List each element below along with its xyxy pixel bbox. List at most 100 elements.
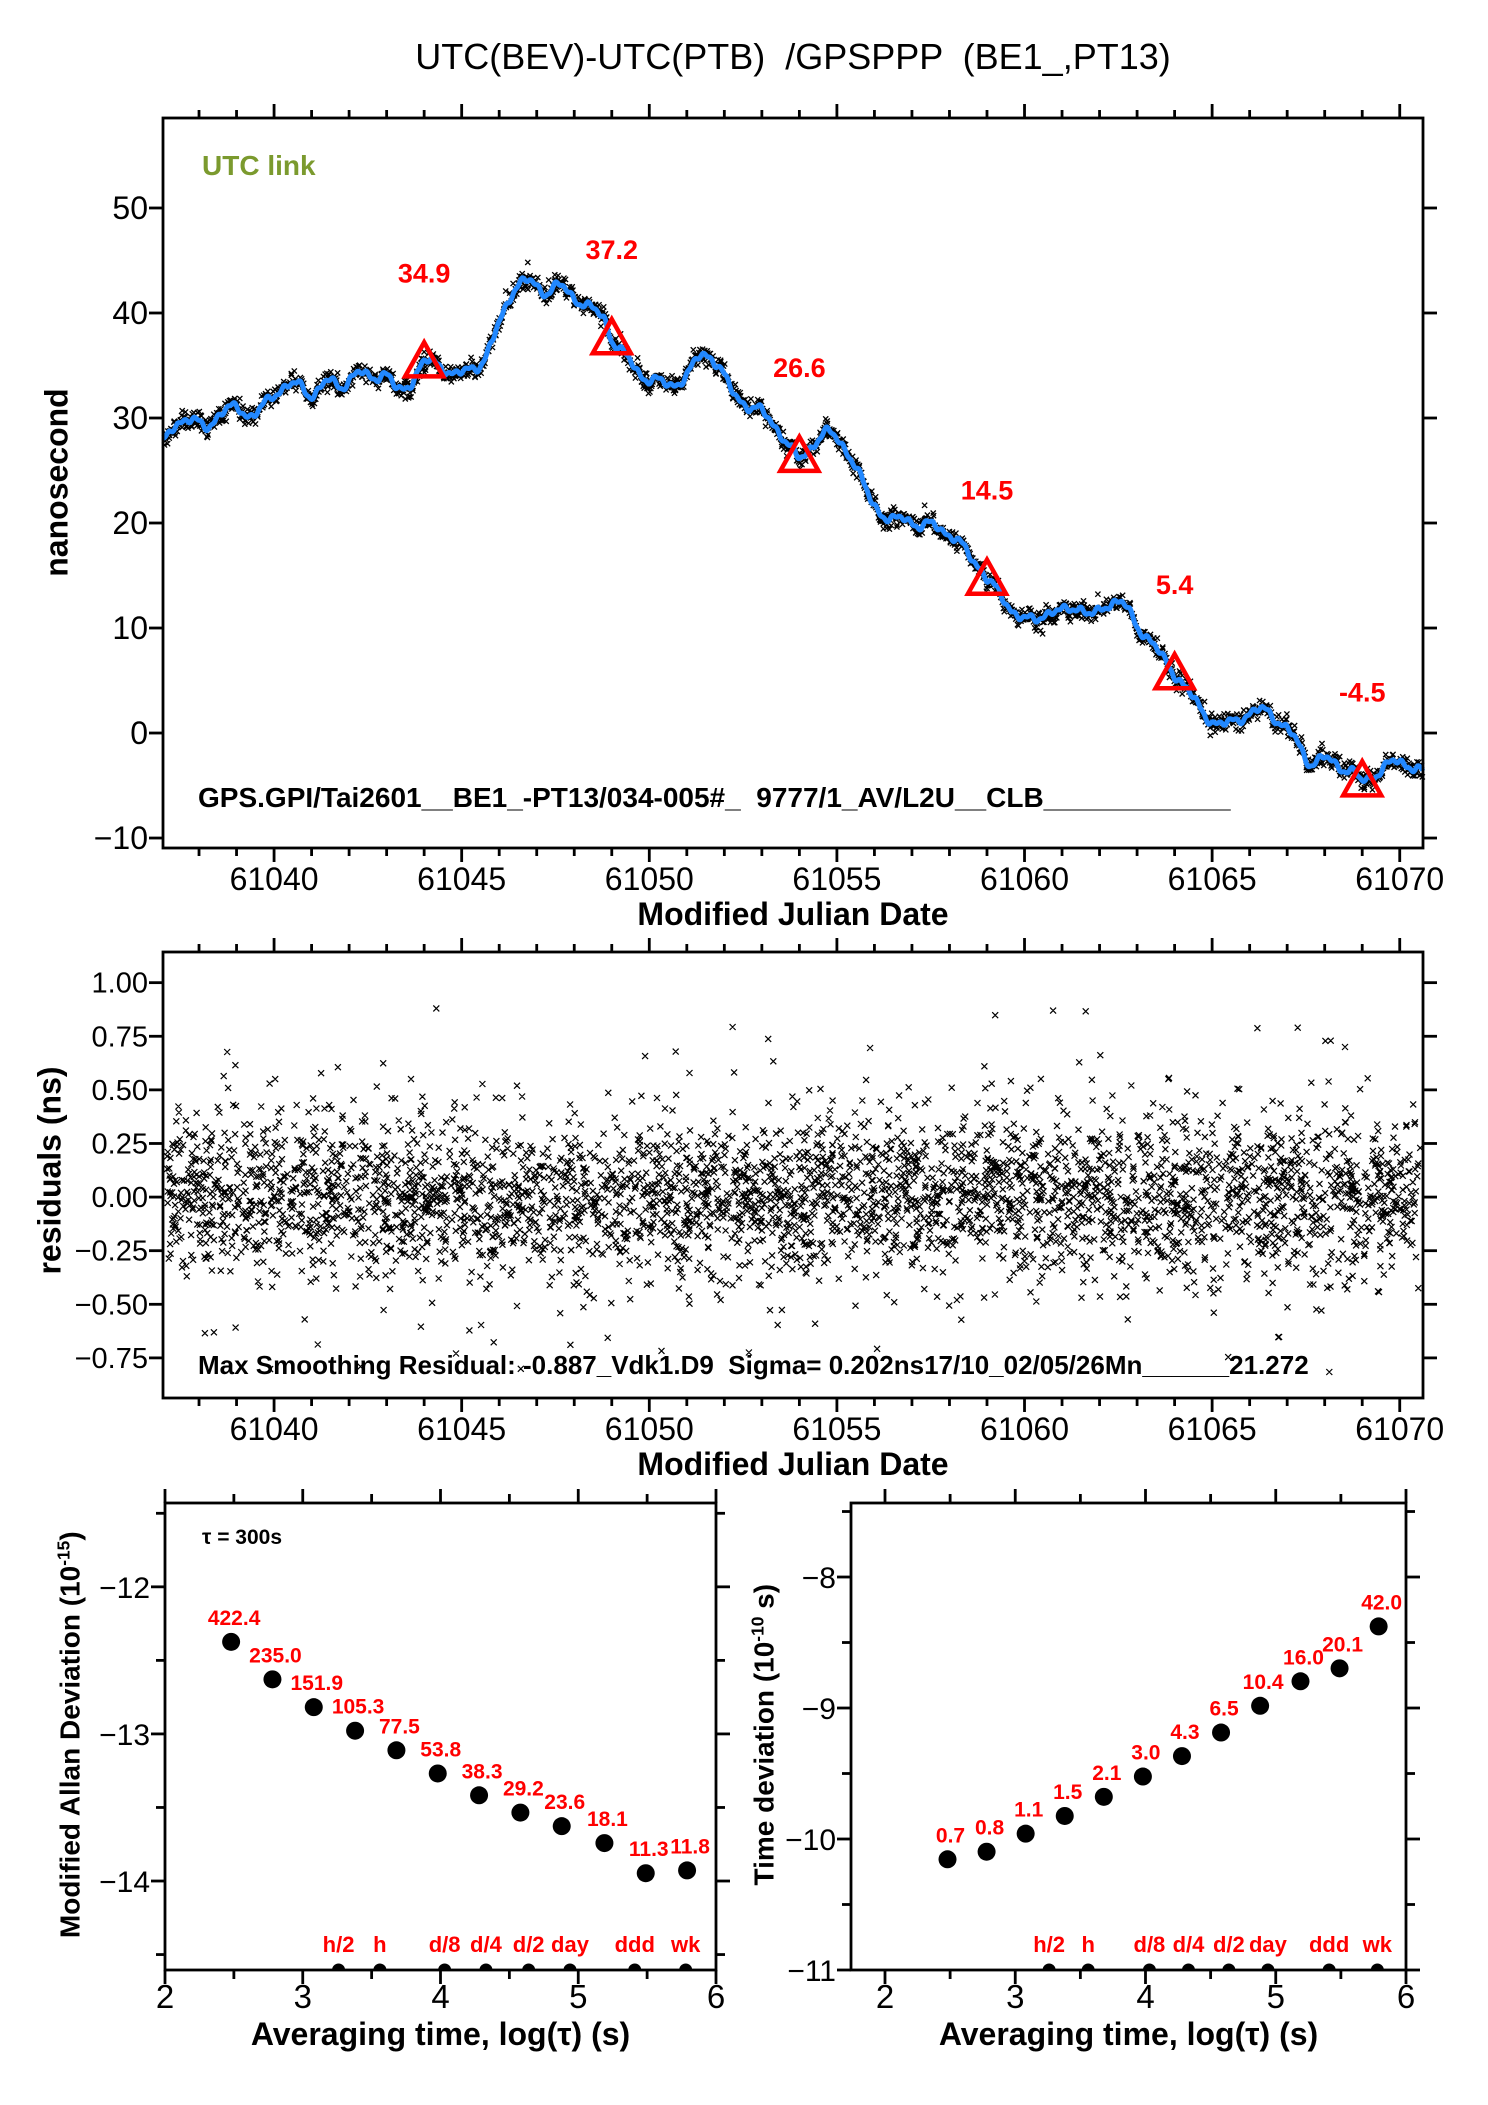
deviation-data-point <box>346 1721 365 1740</box>
tick-label: 61070 <box>1355 861 1444 897</box>
tick-label: −0.50 <box>75 1289 148 1321</box>
mdev-x-axis-title: Averaging time, log(τ) (s) <box>250 2016 631 2052</box>
time-mark-label: d/2 <box>513 1932 545 1957</box>
tdev-y-label-pre: Time deviation (10 <box>748 1641 780 1886</box>
event-value-label: 26.6 <box>773 353 826 383</box>
tick-label: 50 <box>112 190 148 226</box>
deviation-data-point <box>552 1817 571 1836</box>
event-value-label: 14.5 <box>961 476 1014 506</box>
time-mark-label: h <box>1081 1932 1094 1957</box>
tick-label: 30 <box>112 400 148 436</box>
tdev-y-axis-title: Time deviation (10-10 s) <box>747 1435 780 2035</box>
time-mark-label: day <box>1249 1932 1288 1957</box>
deviation-value-label: 53.8 <box>420 1738 461 1761</box>
time-mark-dot <box>1222 1963 1236 1970</box>
tick-label: 61060 <box>980 861 1069 897</box>
tick-label: 0 <box>130 715 148 751</box>
time-mark-dot <box>1081 1963 1095 1970</box>
time-mark-label: h <box>373 1932 386 1957</box>
tick-label: 4 <box>431 1978 449 2015</box>
event-triangle-marker <box>964 555 1010 596</box>
tick-label: −12 <box>99 1572 150 1605</box>
tick-label: 61070 <box>1355 1411 1444 1447</box>
deviation-value-label: 2.1 <box>1092 1762 1122 1785</box>
deviation-value-label: 16.0 <box>1283 1646 1324 1669</box>
time-mark-dot <box>563 1963 577 1970</box>
residuals-chart: 61040 61045 61050 61055 61060 61065 61070 1.00 0… <box>75 938 1444 1447</box>
tau-note: τ = 300s <box>202 1526 283 1549</box>
deviation-data-point <box>263 1670 282 1689</box>
residuals-annotation: Max Smoothing Residual: -0.887_Vdk1.D9 S… <box>198 1350 1309 1380</box>
deviation-value-label: 4.3 <box>1170 1721 1199 1744</box>
time-mark-dot <box>1042 1963 1056 1970</box>
deviation-value-label: 1.5 <box>1053 1781 1083 1804</box>
deviation-value-label: 10.4 <box>1243 1671 1284 1694</box>
time-mark-label: wk <box>670 1932 701 1957</box>
tick-label: 2 <box>156 1978 174 2015</box>
tick-label: 40 <box>112 295 148 331</box>
time-mark-dot <box>332 1963 346 1970</box>
deviation-value-label: 11.8 <box>670 1835 710 1858</box>
time-mark-label: ddd <box>615 1932 655 1957</box>
event-value-label: 37.2 <box>585 235 638 265</box>
tdev-x-axis-title: Averaging time, log(τ) (s) <box>938 2016 1319 2052</box>
deviation-data-point <box>595 1834 614 1853</box>
top-chart: 61040 61045 61050 61055 61060 61065 61070 −10 0 1… <box>94 104 1444 897</box>
time-mark-label: h/2 <box>1033 1932 1065 1957</box>
mdev-chart: 2 3 4 5 6 −12 −13 −14 422.4 235.0 151.9105.377.553… <box>99 1489 730 2015</box>
tick-label: 61055 <box>792 861 881 897</box>
mdev-y-label-post: ) <box>54 1531 86 1541</box>
tick-label: 61055 <box>792 1411 881 1447</box>
tick-label: 0.00 <box>92 1182 148 1214</box>
event-triangle-marker <box>588 314 635 356</box>
deviation-data-point <box>1330 1659 1349 1678</box>
tick-label: 6 <box>707 1978 725 2015</box>
deviation-data-point <box>678 1861 697 1880</box>
tick-label: 2 <box>876 1978 894 2015</box>
deviation-value-label: 11.3 <box>629 1838 669 1861</box>
page-title: UTC(BEV)-UTC(PTB) /GPSPPP (BE1_,PT13) <box>415 36 1171 77</box>
event-triangle-marker <box>1151 649 1198 691</box>
deviation-data-point <box>511 1803 530 1822</box>
deviation-data-point <box>1212 1723 1231 1742</box>
tick-label: 0.75 <box>92 1021 148 1053</box>
event-triangle-marker <box>1339 756 1386 798</box>
legend-utc-link: UTC link <box>202 150 316 181</box>
deviation-data-point <box>1094 1787 1113 1806</box>
tick-label: 3 <box>294 1978 312 2015</box>
time-mark-label: h/2 <box>323 1932 355 1957</box>
time-mark-label: day <box>551 1932 590 1957</box>
plot-frame <box>161 116 1425 850</box>
deviation-data-point <box>428 1764 447 1783</box>
time-mark-dot <box>1370 1963 1384 1970</box>
tick-label: −11 <box>787 1955 836 1988</box>
tdev-y-label-post: s) <box>748 1583 780 1617</box>
time-mark-dot <box>679 1963 693 1970</box>
tdev-y-label-sup: -10 <box>747 1616 768 1642</box>
deviation-value-label: 0.7 <box>936 1824 965 1847</box>
residual-scatter-points <box>163 1004 1424 1376</box>
event-triangle-marker <box>776 432 823 474</box>
top-y-axis-title: nanosecond <box>38 388 75 577</box>
deviation-value-label: 29.2 <box>503 1778 544 1801</box>
tick-label: 61065 <box>1168 1411 1257 1447</box>
deviation-value-label: 105.3 <box>332 1696 385 1719</box>
time-mark-dot <box>1142 1963 1156 1970</box>
tdev-chart: 2 3 4 5 6−8−9−10−110.7 0.81.11.52.13.04.36.51… <box>785 1489 1420 2015</box>
tick-label: −14 <box>99 1866 150 1899</box>
deviation-data-point <box>1251 1696 1270 1715</box>
time-mark-dot <box>522 1963 536 1970</box>
time-mark-dot <box>1181 1963 1195 1970</box>
tick-label: −13 <box>99 1719 150 1752</box>
deviation-data-point <box>387 1741 406 1760</box>
time-mark-label: d/2 <box>1213 1932 1245 1957</box>
event-value-label: 5.4 <box>1156 570 1194 600</box>
time-mark-label: d/8 <box>1134 1932 1166 1957</box>
time-mark-dot <box>438 1963 452 1970</box>
deviation-value-label: 38.3 <box>462 1760 503 1783</box>
mdev-y-label-pre: Modified Allan Deviation (10 <box>54 1565 86 1939</box>
time-mark-dot <box>479 1963 493 1970</box>
deviation-data-point <box>222 1632 241 1651</box>
